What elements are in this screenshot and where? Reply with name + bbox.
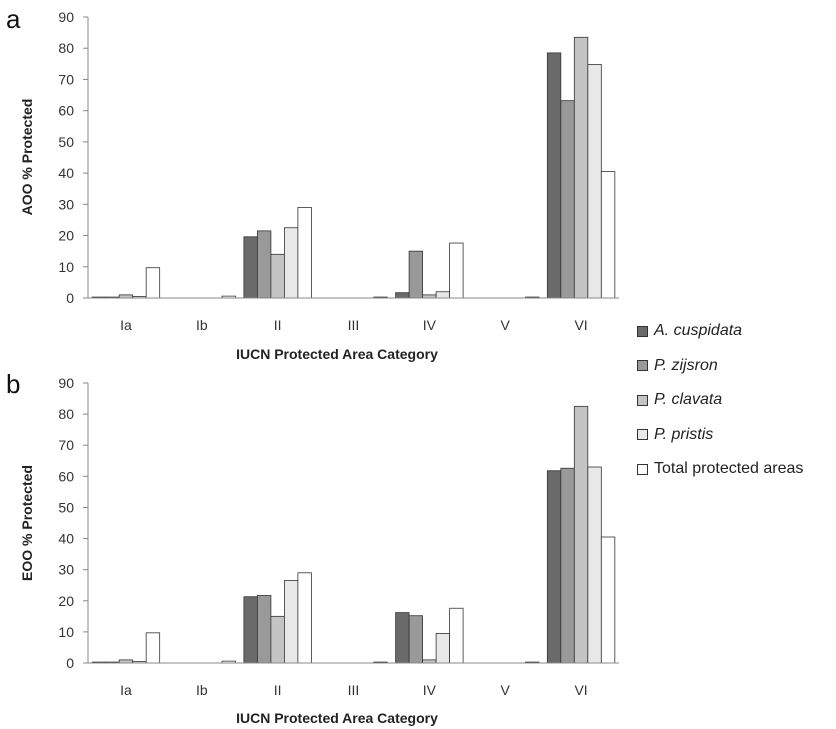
x-tick-label: VI — [574, 317, 587, 333]
legend-swatch — [637, 463, 648, 475]
panel-b-category-labels: Ia Ib II III IV V VI — [120, 682, 588, 698]
bar-P_clavata-VI — [573, 405, 589, 664]
panel-b-y-ticks: 0 10 20 30 40 50 60 70 80 90 — [58, 375, 88, 671]
y-tick-label: 10 — [58, 624, 74, 640]
y-tick-label: 60 — [58, 103, 74, 119]
bar-Total-II — [297, 572, 312, 664]
bar-Total-VI — [600, 171, 616, 299]
bar-P_zijsron-II — [256, 595, 272, 664]
y-tick-label: 70 — [58, 71, 74, 87]
x-tick-label: Ib — [196, 682, 208, 698]
y-tick-label: 50 — [58, 134, 74, 150]
y-tick-label: 0 — [66, 655, 74, 671]
panel-a-y-ticks: 0 10 20 30 40 50 60 70 80 90 — [58, 9, 88, 306]
y-tick-label: 40 — [58, 531, 74, 547]
legend-item: Total protected areas — [637, 452, 803, 487]
panel-a-axes — [87, 17, 619, 299]
bar-Total-Ia — [145, 267, 161, 299]
y-tick-label: 10 — [58, 259, 74, 275]
bar-A_cuspidata-VI — [546, 470, 562, 664]
y-tick-label: 0 — [66, 290, 74, 306]
x-tick-label: V — [501, 317, 511, 333]
x-tick-label: VI — [574, 682, 587, 698]
bar-P_pristis-IV — [435, 291, 451, 299]
bar-Total-II — [297, 207, 312, 299]
legend-swatch — [637, 394, 648, 406]
legend-item: P. clavata — [637, 383, 803, 418]
bar-P_zijsron-VI — [560, 100, 575, 299]
bar-P_zijsron-IV — [408, 615, 424, 664]
y-tick-label: 90 — [58, 9, 74, 25]
x-tick-label: V — [501, 682, 511, 698]
x-tick-label: III — [348, 682, 360, 698]
legend-item: P. zijsron — [637, 349, 803, 384]
bar-Total-VI — [600, 536, 616, 664]
legend: A. cuspidata P. zijsron P. clavata P. pr… — [637, 314, 803, 487]
bar-A_cuspidata-II — [243, 596, 258, 664]
y-tick-label: 30 — [58, 562, 74, 578]
x-tick-label: Ib — [196, 317, 208, 333]
y-tick-label: 90 — [58, 375, 74, 391]
x-tick-label: III — [348, 317, 360, 333]
panel-a-category-labels: Ia Ib II III IV V VI — [120, 317, 588, 333]
bar-P_pristis-VI — [587, 466, 602, 664]
panel-b-letter: b — [6, 369, 20, 399]
legend-label: P. clavata — [654, 391, 723, 409]
x-tick-label: II — [274, 682, 282, 698]
x-tick-label: Ia — [120, 317, 132, 333]
bar-P_pristis-IV — [435, 633, 451, 664]
legend-label: P. zijsron — [654, 356, 718, 374]
panel-a-bars — [91, 36, 616, 299]
bar-Total-IV — [449, 242, 464, 299]
panel-a-ylabel: AOO % Protected — [19, 99, 35, 216]
legend-swatch — [637, 429, 648, 441]
legend-item: A. cuspidata — [637, 314, 803, 349]
legend-swatch — [637, 325, 648, 337]
bar-A_cuspidata-IV — [395, 612, 410, 664]
bar-A_cuspidata-II — [243, 236, 258, 299]
x-tick-label: IV — [423, 682, 437, 698]
legend-swatch — [637, 360, 648, 372]
bar-A_cuspidata-IV — [395, 292, 410, 299]
y-tick-label: 60 — [58, 468, 74, 484]
x-tick-label: II — [274, 317, 282, 333]
y-tick-label: 50 — [58, 499, 74, 515]
bar-P_pristis-II — [283, 227, 299, 299]
panel-a-xlabel: IUCN Protected Area Category — [236, 346, 438, 362]
bar-Total-IV — [449, 607, 464, 664]
y-tick-label: 30 — [58, 196, 74, 212]
legend-label: Total protected areas — [654, 460, 804, 478]
x-tick-label: Ia — [120, 682, 132, 698]
y-tick-label: 70 — [58, 437, 74, 453]
bar-P_zijsron-IV — [408, 250, 424, 299]
panel-b-axes — [87, 383, 619, 664]
bar-P_zijsron-II — [256, 230, 272, 299]
bar-P_clavata-VI — [573, 36, 589, 299]
legend-label: A. cuspidata — [654, 322, 743, 340]
panel-b-ylabel: EOO % Protected — [19, 465, 35, 581]
y-tick-label: 80 — [58, 406, 74, 422]
bar-P_clavata-II — [270, 253, 285, 299]
y-tick-label: 20 — [58, 228, 74, 244]
bar-P_clavata-II — [270, 615, 285, 664]
y-tick-label: 80 — [58, 40, 74, 56]
panel-b-xlabel: IUCN Protected Area Category — [236, 710, 438, 726]
y-tick-label: 40 — [58, 165, 74, 181]
legend-label: P. pristis — [654, 425, 714, 443]
bar-P_pristis-VI — [587, 64, 602, 299]
bar-Total-Ia — [145, 632, 161, 664]
x-tick-label: IV — [423, 317, 437, 333]
bar-P_zijsron-VI — [560, 467, 575, 664]
panel-b-bars — [91, 405, 616, 664]
panel-a-letter: a — [6, 4, 21, 34]
bar-P_pristis-II — [283, 580, 299, 664]
y-tick-label: 20 — [58, 593, 74, 609]
legend-item: P. pristis — [637, 418, 803, 453]
bar-A_cuspidata-VI — [546, 52, 562, 299]
